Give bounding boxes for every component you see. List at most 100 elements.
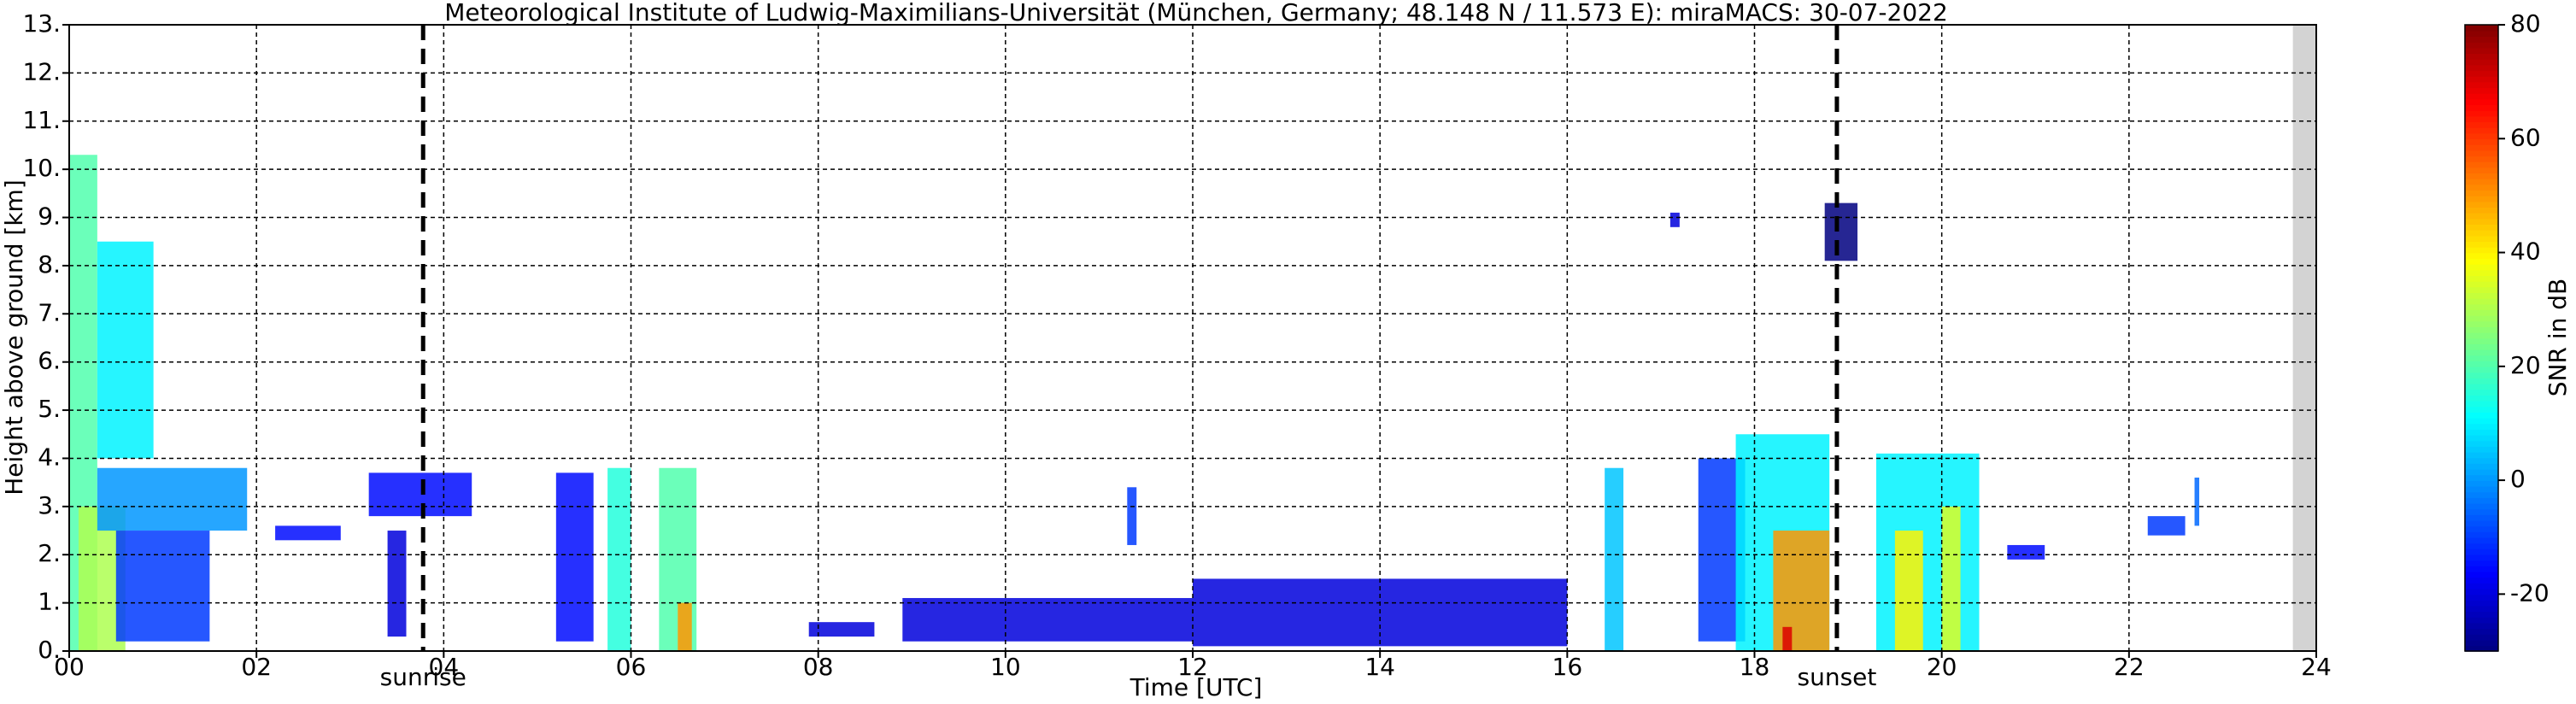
echo (387, 531, 407, 637)
colorbar-segment (2465, 446, 2498, 453)
colorbar-segment (2465, 423, 2498, 430)
colorbar-segment (2465, 331, 2498, 339)
y-tick-label: 6. (38, 347, 61, 375)
colorbar-segment (2465, 560, 2498, 566)
colorbar-segment (2465, 383, 2498, 390)
colorbar-segment (2465, 184, 2498, 191)
colorbar-segment (2465, 64, 2498, 72)
colorbar-segment (2465, 246, 2498, 254)
y-tick-label: 7. (38, 298, 61, 326)
colorbar-segment (2465, 502, 2498, 510)
y-tick-label: 10. (22, 154, 61, 182)
colorbar-segment (2465, 417, 2498, 425)
echo (1669, 212, 1680, 227)
colorbar-tick-label: 60 (2510, 123, 2541, 151)
colorbar-segment (2465, 109, 2498, 117)
colorbar-segment (2465, 337, 2498, 344)
echo (2147, 516, 2186, 536)
colorbar-segment (2465, 639, 2498, 647)
colorbar-segment (2465, 400, 2498, 408)
colorbar-segment (2465, 207, 2498, 214)
colorbar-segment (2465, 115, 2498, 123)
colorbar-segment (2465, 126, 2498, 134)
colorbar-segment (2465, 531, 2498, 538)
colorbar-frame (2464, 24, 2499, 652)
colorbar-segment (2465, 588, 2498, 595)
colorbar-segment (2465, 104, 2498, 111)
colorbar-segment (2465, 361, 2498, 367)
colorbar-segment (2465, 406, 2498, 413)
colorbar-segment (2465, 519, 2498, 527)
y-tick-label: 5. (38, 395, 61, 423)
colorbar-segment (2465, 47, 2498, 55)
x-tick-label: 02 (241, 653, 272, 681)
x-tick-label: 04 (429, 653, 460, 681)
x-axis-label: Time [UTC] (1130, 673, 1263, 701)
colorbar-segment (2465, 178, 2498, 185)
x-tick-label: 08 (803, 653, 834, 681)
y-axis-label: Height above ground [km] (0, 179, 28, 496)
x-tick-label: 06 (616, 653, 647, 681)
colorbar-segment (2465, 474, 2498, 481)
colorbar-segment (2465, 611, 2498, 618)
colorbar-segment (2465, 366, 2498, 373)
colorbar-segment (2465, 349, 2498, 356)
y-tick-label: 12. (22, 57, 61, 85)
colorbar-segment (2465, 258, 2498, 265)
colorbar-segment (2465, 463, 2498, 470)
echo (97, 241, 154, 459)
echo (1605, 467, 1624, 651)
colorbar-segment (2465, 634, 2498, 641)
colorbar-segment (2465, 343, 2498, 350)
no-data-band (2292, 25, 2316, 651)
colorbar-segment (2465, 155, 2498, 162)
echo (1875, 453, 1980, 651)
colorbar-tick-label: 20 (2510, 351, 2541, 379)
colorbar-segment (2465, 480, 2498, 487)
colorbar-segment (2465, 566, 2498, 572)
colorbar-segment (2465, 263, 2498, 271)
echo (1773, 531, 1830, 651)
colorbar-segment (2465, 241, 2498, 248)
colorbar-segment (2465, 617, 2498, 624)
colorbar-segment (2465, 309, 2498, 316)
colorbar-segment (2465, 412, 2498, 419)
echo (275, 525, 341, 541)
echo (1782, 626, 1793, 651)
colorbar-segment (2465, 303, 2498, 310)
colorbar-segment (2465, 292, 2498, 299)
colorbar-segment (2465, 577, 2498, 584)
x-tick-label: 24 (2301, 653, 2332, 681)
colorbar-segment (2465, 554, 2498, 561)
x-tick-label: 12 (1177, 653, 1208, 681)
echo (2194, 478, 2200, 526)
colorbar-segment (2465, 286, 2498, 293)
colorbar-segment (2465, 235, 2498, 243)
y-tick-label: 4. (38, 443, 61, 471)
colorbar-segment (2465, 537, 2498, 544)
colorbar-segment (2465, 41, 2498, 49)
colorbar-segment (2465, 622, 2498, 630)
colorbar-segment (2465, 98, 2498, 106)
echo (902, 597, 1193, 642)
echo (808, 622, 875, 637)
colorbar-segment (2465, 508, 2498, 515)
echo (1824, 202, 1858, 261)
x-tick-label: 22 (2114, 653, 2145, 681)
colorbar-segment (2465, 355, 2498, 361)
colorbar-segment (2465, 485, 2498, 493)
colorbar-segment (2465, 138, 2498, 145)
x-tick-label: 00 (54, 653, 85, 681)
colorbar-segment (2465, 429, 2498, 436)
echo (607, 467, 631, 651)
colorbar-tick-label: 0 (2510, 465, 2526, 493)
sun-event-label: sunset (1797, 663, 1876, 691)
colorbar-segment (2465, 297, 2498, 305)
colorbar-segment (2465, 491, 2498, 498)
sun-event-label: sunrise (380, 663, 466, 691)
colorbar-segment (2465, 497, 2498, 504)
colorbar-segment (2465, 25, 2498, 32)
x-tick-label: 10 (990, 653, 1021, 681)
colorbar-segment (2465, 326, 2498, 333)
x-tick-label: 14 (1364, 653, 1395, 681)
